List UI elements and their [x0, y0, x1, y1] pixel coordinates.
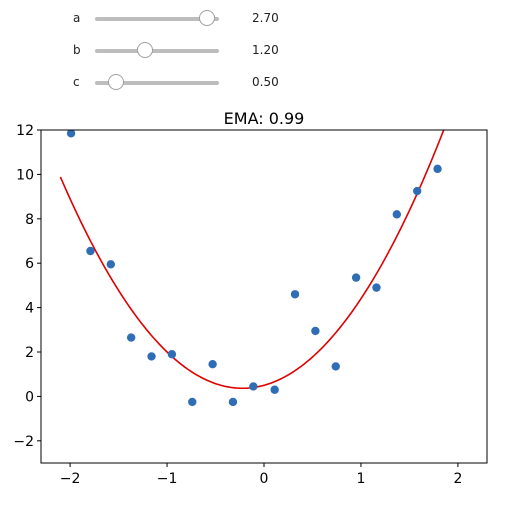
- data-point: [290, 290, 300, 299]
- data-point: [147, 352, 156, 361]
- x-tick-label: 2: [453, 471, 462, 487]
- data-point: [208, 360, 217, 369]
- x-tick-label: −1: [157, 471, 178, 487]
- slider-b-handle[interactable]: [136, 42, 153, 58]
- data-point: [372, 283, 381, 292]
- data-point: [249, 382, 258, 391]
- x-tick-label: −2: [60, 471, 81, 487]
- data-point: [311, 326, 320, 336]
- slider-a-track[interactable]: [95, 17, 219, 21]
- slider-a: a 2.70: [0, 8, 518, 28]
- slider-b: b 1.20: [0, 40, 518, 60]
- y-tick-label: 0: [25, 389, 34, 405]
- chart-title: EMA: 0.99: [224, 109, 305, 128]
- fit-curve: [59, 130, 445, 390]
- data-point: [351, 273, 361, 282]
- data-point: [66, 130, 76, 138]
- slider-c: c 0.50: [0, 72, 518, 92]
- x-tick-label: 1: [356, 471, 365, 487]
- y-tick-label: 2: [25, 345, 34, 361]
- data-point: [106, 260, 116, 269]
- data-point: [412, 186, 422, 196]
- data-point: [126, 333, 136, 342]
- data-point: [331, 362, 340, 371]
- y-tick-label: −2: [13, 434, 34, 450]
- data-point: [188, 397, 197, 407]
- y-tick-label: 6: [25, 256, 34, 272]
- data-point: [433, 164, 442, 174]
- data-point: [270, 385, 279, 394]
- axes-frame: [40, 129, 488, 464]
- data-point: [392, 210, 402, 219]
- y-tick-label: 4: [25, 301, 34, 317]
- y-tick-label: 8: [25, 212, 34, 228]
- slider-b-value: 1.20: [252, 43, 279, 57]
- y-tick-label: 12: [16, 123, 34, 139]
- slider-c-handle[interactable]: [107, 74, 124, 90]
- slider-c-track[interactable]: [95, 81, 219, 85]
- x-tick-label: 0: [260, 471, 269, 487]
- slider-c-label: c: [73, 75, 80, 89]
- slider-b-track[interactable]: [95, 49, 219, 53]
- slider-a-label: a: [73, 11, 81, 25]
- slider-b-label: b: [73, 43, 81, 57]
- data-point: [228, 397, 238, 407]
- slider-a-handle[interactable]: [198, 10, 215, 26]
- slider-a-value: 2.70: [252, 11, 279, 25]
- slider-c-value: 0.50: [252, 75, 279, 89]
- data-point: [167, 350, 177, 359]
- y-tick-label: 10: [16, 167, 34, 183]
- data-point: [86, 246, 95, 256]
